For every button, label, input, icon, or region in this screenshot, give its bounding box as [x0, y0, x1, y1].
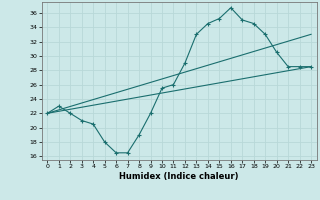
- X-axis label: Humidex (Indice chaleur): Humidex (Indice chaleur): [119, 172, 239, 181]
